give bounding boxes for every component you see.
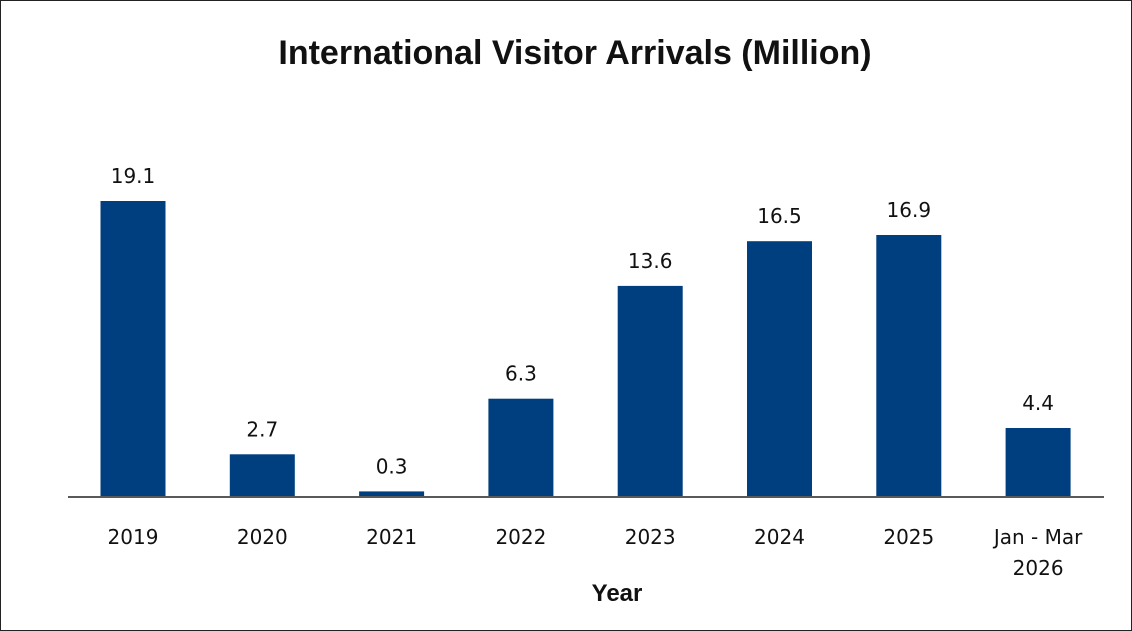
x-tick-label-6: 2025 <box>883 525 934 549</box>
bar-0 <box>100 201 166 496</box>
bar-3 <box>488 398 554 496</box>
bar-7 <box>1005 428 1071 496</box>
x-tick-label-1: 2020 <box>237 525 288 549</box>
data-label-3: 6.3 <box>505 362 537 386</box>
x-tick-label-0: 2019 <box>108 525 159 549</box>
data-label-2: 0.3 <box>376 454 408 478</box>
bar-5 <box>747 241 812 496</box>
data-label-0: 19.1 <box>111 164 156 188</box>
chart-title: International Visitor Arrivals (Million) <box>278 34 871 72</box>
data-label-1: 2.7 <box>246 417 278 441</box>
bar-2 <box>359 491 425 496</box>
data-label-6: 16.9 <box>887 198 932 222</box>
x-tick-label-2: 2021 <box>366 525 417 549</box>
x-tick-label-4: 2023 <box>625 525 676 549</box>
bars-group <box>100 201 1071 496</box>
x-tick-label-5: 2024 <box>754 525 805 549</box>
bar-4 <box>617 285 683 496</box>
data-label-5: 16.5 <box>757 204 802 228</box>
bar-1 <box>229 454 295 496</box>
x-tick-label-7: Jan - Mar 2026 <box>992 525 1083 580</box>
bar-6 <box>876 235 942 496</box>
data-labels-group: 19.1 2.7 0.3 6.3 13.6 16.5 16.9 4.4 <box>111 164 1054 478</box>
x-axis-label: Year <box>592 580 643 607</box>
x-tick-label-3: 2022 <box>495 525 546 549</box>
data-label-4: 13.6 <box>628 249 673 273</box>
data-label-7: 4.4 <box>1022 391 1054 415</box>
x-tick-labels-group: 2019 2020 2021 2022 2023 2024 2025 Jan - Mar 202… <box>108 525 1084 580</box>
